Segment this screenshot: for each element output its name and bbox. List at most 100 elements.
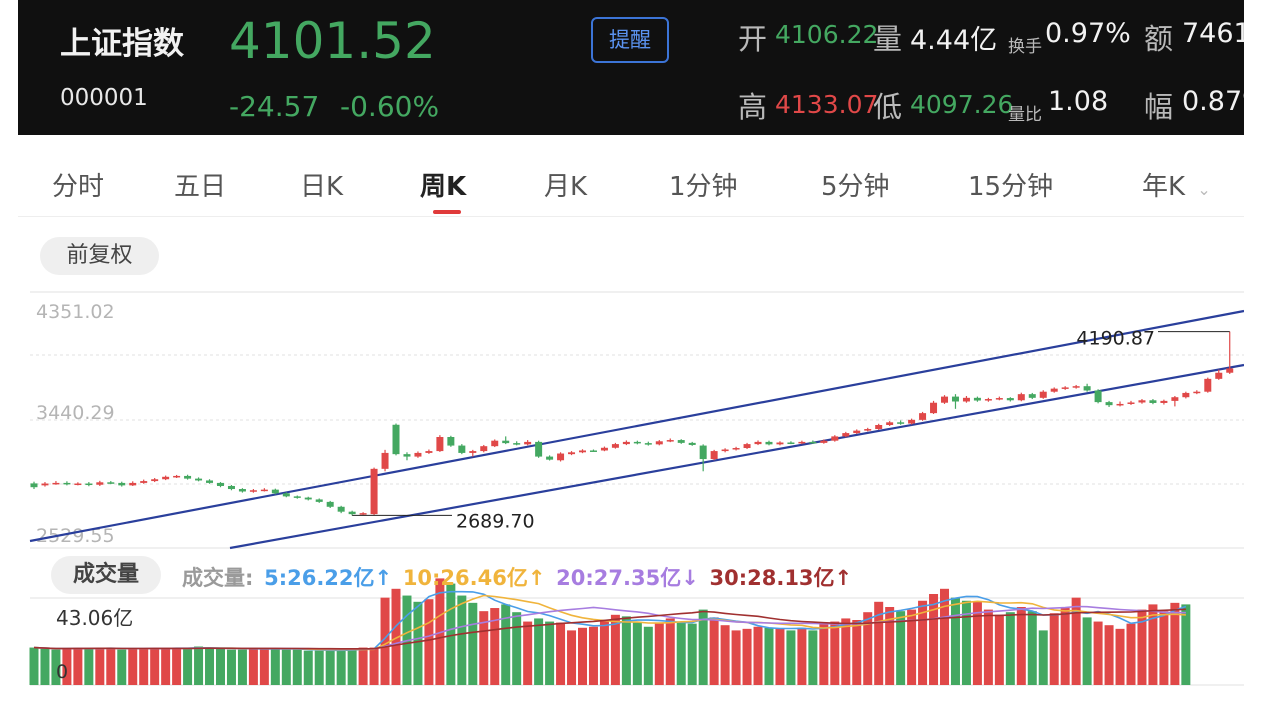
volume-bar [621,616,631,685]
candle-body [96,482,104,485]
candle [842,431,850,438]
candle [1215,369,1223,380]
tab-daily-k[interactable]: 日K [300,172,344,202]
candle [359,512,367,516]
candle-body [1116,403,1124,406]
volume-bar [742,628,752,685]
volume-bar [819,623,829,685]
volume-bar [808,630,818,685]
tab-15min[interactable]: 15分钟 [968,172,1054,202]
volume-bar [270,648,280,685]
tab-yearly-k[interactable]: 年K ⌄ [1142,166,1211,203]
candle-body [1160,400,1168,403]
alert-button[interactable]: 提醒 [591,17,669,63]
tab-weekly-k[interactable]: 周K [420,172,467,202]
candle-body [699,445,707,460]
volume-value: 4.44亿 [910,25,998,56]
volume-axis-labels: 43.06亿 0 [56,606,133,683]
volume-bar [1071,597,1081,685]
candle-body [348,511,356,515]
volume-bar [292,649,302,685]
volume-bar [226,649,236,685]
candle [919,411,927,421]
volume-bar [896,611,906,685]
volume-bar [950,597,960,685]
candle-body [600,447,608,451]
candle-body [326,501,334,507]
candle-body [677,440,685,443]
volume-bar [929,594,939,685]
volume-bar [567,630,577,685]
candle [908,418,916,425]
volume-bar [731,630,741,685]
volume-ratio-value: 1.08 [1048,86,1109,117]
volume-bar [358,647,368,685]
candle-body [403,454,411,457]
volume-bar [1115,628,1125,685]
candle-body [524,441,532,445]
candle [1083,383,1091,392]
volume-bar [380,597,390,685]
candle [677,439,685,444]
candle [721,448,729,453]
candle [710,449,718,461]
candle [776,441,784,446]
tab-monthly-k[interactable]: 月K [544,172,588,202]
tab-1min[interactable]: 1分钟 [669,172,738,202]
candle-body [293,496,301,498]
chart-annotations: 4190.87 2689.70 [352,328,1230,532]
candle [875,423,883,430]
candle-body [392,424,400,455]
candle [1094,389,1102,404]
candle-body [1017,394,1025,401]
candle [271,488,279,495]
volume-bar [424,599,434,685]
candle [238,488,246,493]
chart-grid [30,291,1244,549]
candle-body [557,453,565,461]
tab-5min[interactable]: 5分钟 [821,172,890,202]
right-edge [1244,0,1280,717]
candle [260,488,268,492]
candle [1017,392,1025,402]
candle-body [589,450,597,452]
volume-bar [183,648,193,685]
candle [622,440,630,446]
price-adjust-button[interactable]: 前复权 [40,237,159,275]
low-label: 低 [873,90,903,124]
candle-body [513,443,521,445]
channel-lower-line [229,363,1245,550]
volume-bar [325,650,335,685]
volume-bar [490,608,500,685]
candle [995,396,1003,401]
candle-body [227,485,235,490]
candle [30,481,38,490]
volume-bar [534,618,544,685]
candle-body [1105,402,1113,406]
candle [699,444,707,472]
candle-body [304,497,312,500]
candle-body [875,425,883,430]
volume-bar [1027,611,1037,685]
candle-body [162,476,170,480]
candle [1204,377,1212,393]
candle-body [195,478,203,481]
candle [787,441,795,445]
candle [633,440,641,445]
tab-five-day[interactable]: 五日 [174,172,227,202]
volume-indicator-button[interactable]: 成交量 [51,556,161,594]
volume-bar [128,648,138,685]
amplitude-label: 幅 [1144,90,1174,124]
volume-bar [435,578,445,685]
candle [546,455,554,461]
volume-bar [874,601,884,685]
volume-bar [709,617,719,685]
volume-bar [237,649,247,685]
candle-body [622,441,630,445]
candle [282,492,290,498]
index-code: 000001 [60,85,148,111]
volume-bar [1082,617,1092,685]
candle-body [962,397,970,402]
volume-bar [479,611,489,685]
tab-intraday[interactable]: 分时 [52,172,105,202]
